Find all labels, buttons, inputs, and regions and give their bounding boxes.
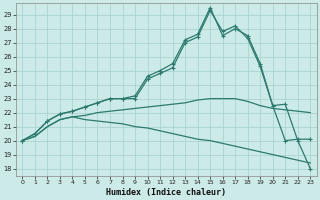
X-axis label: Humidex (Indice chaleur): Humidex (Indice chaleur) bbox=[106, 188, 226, 197]
